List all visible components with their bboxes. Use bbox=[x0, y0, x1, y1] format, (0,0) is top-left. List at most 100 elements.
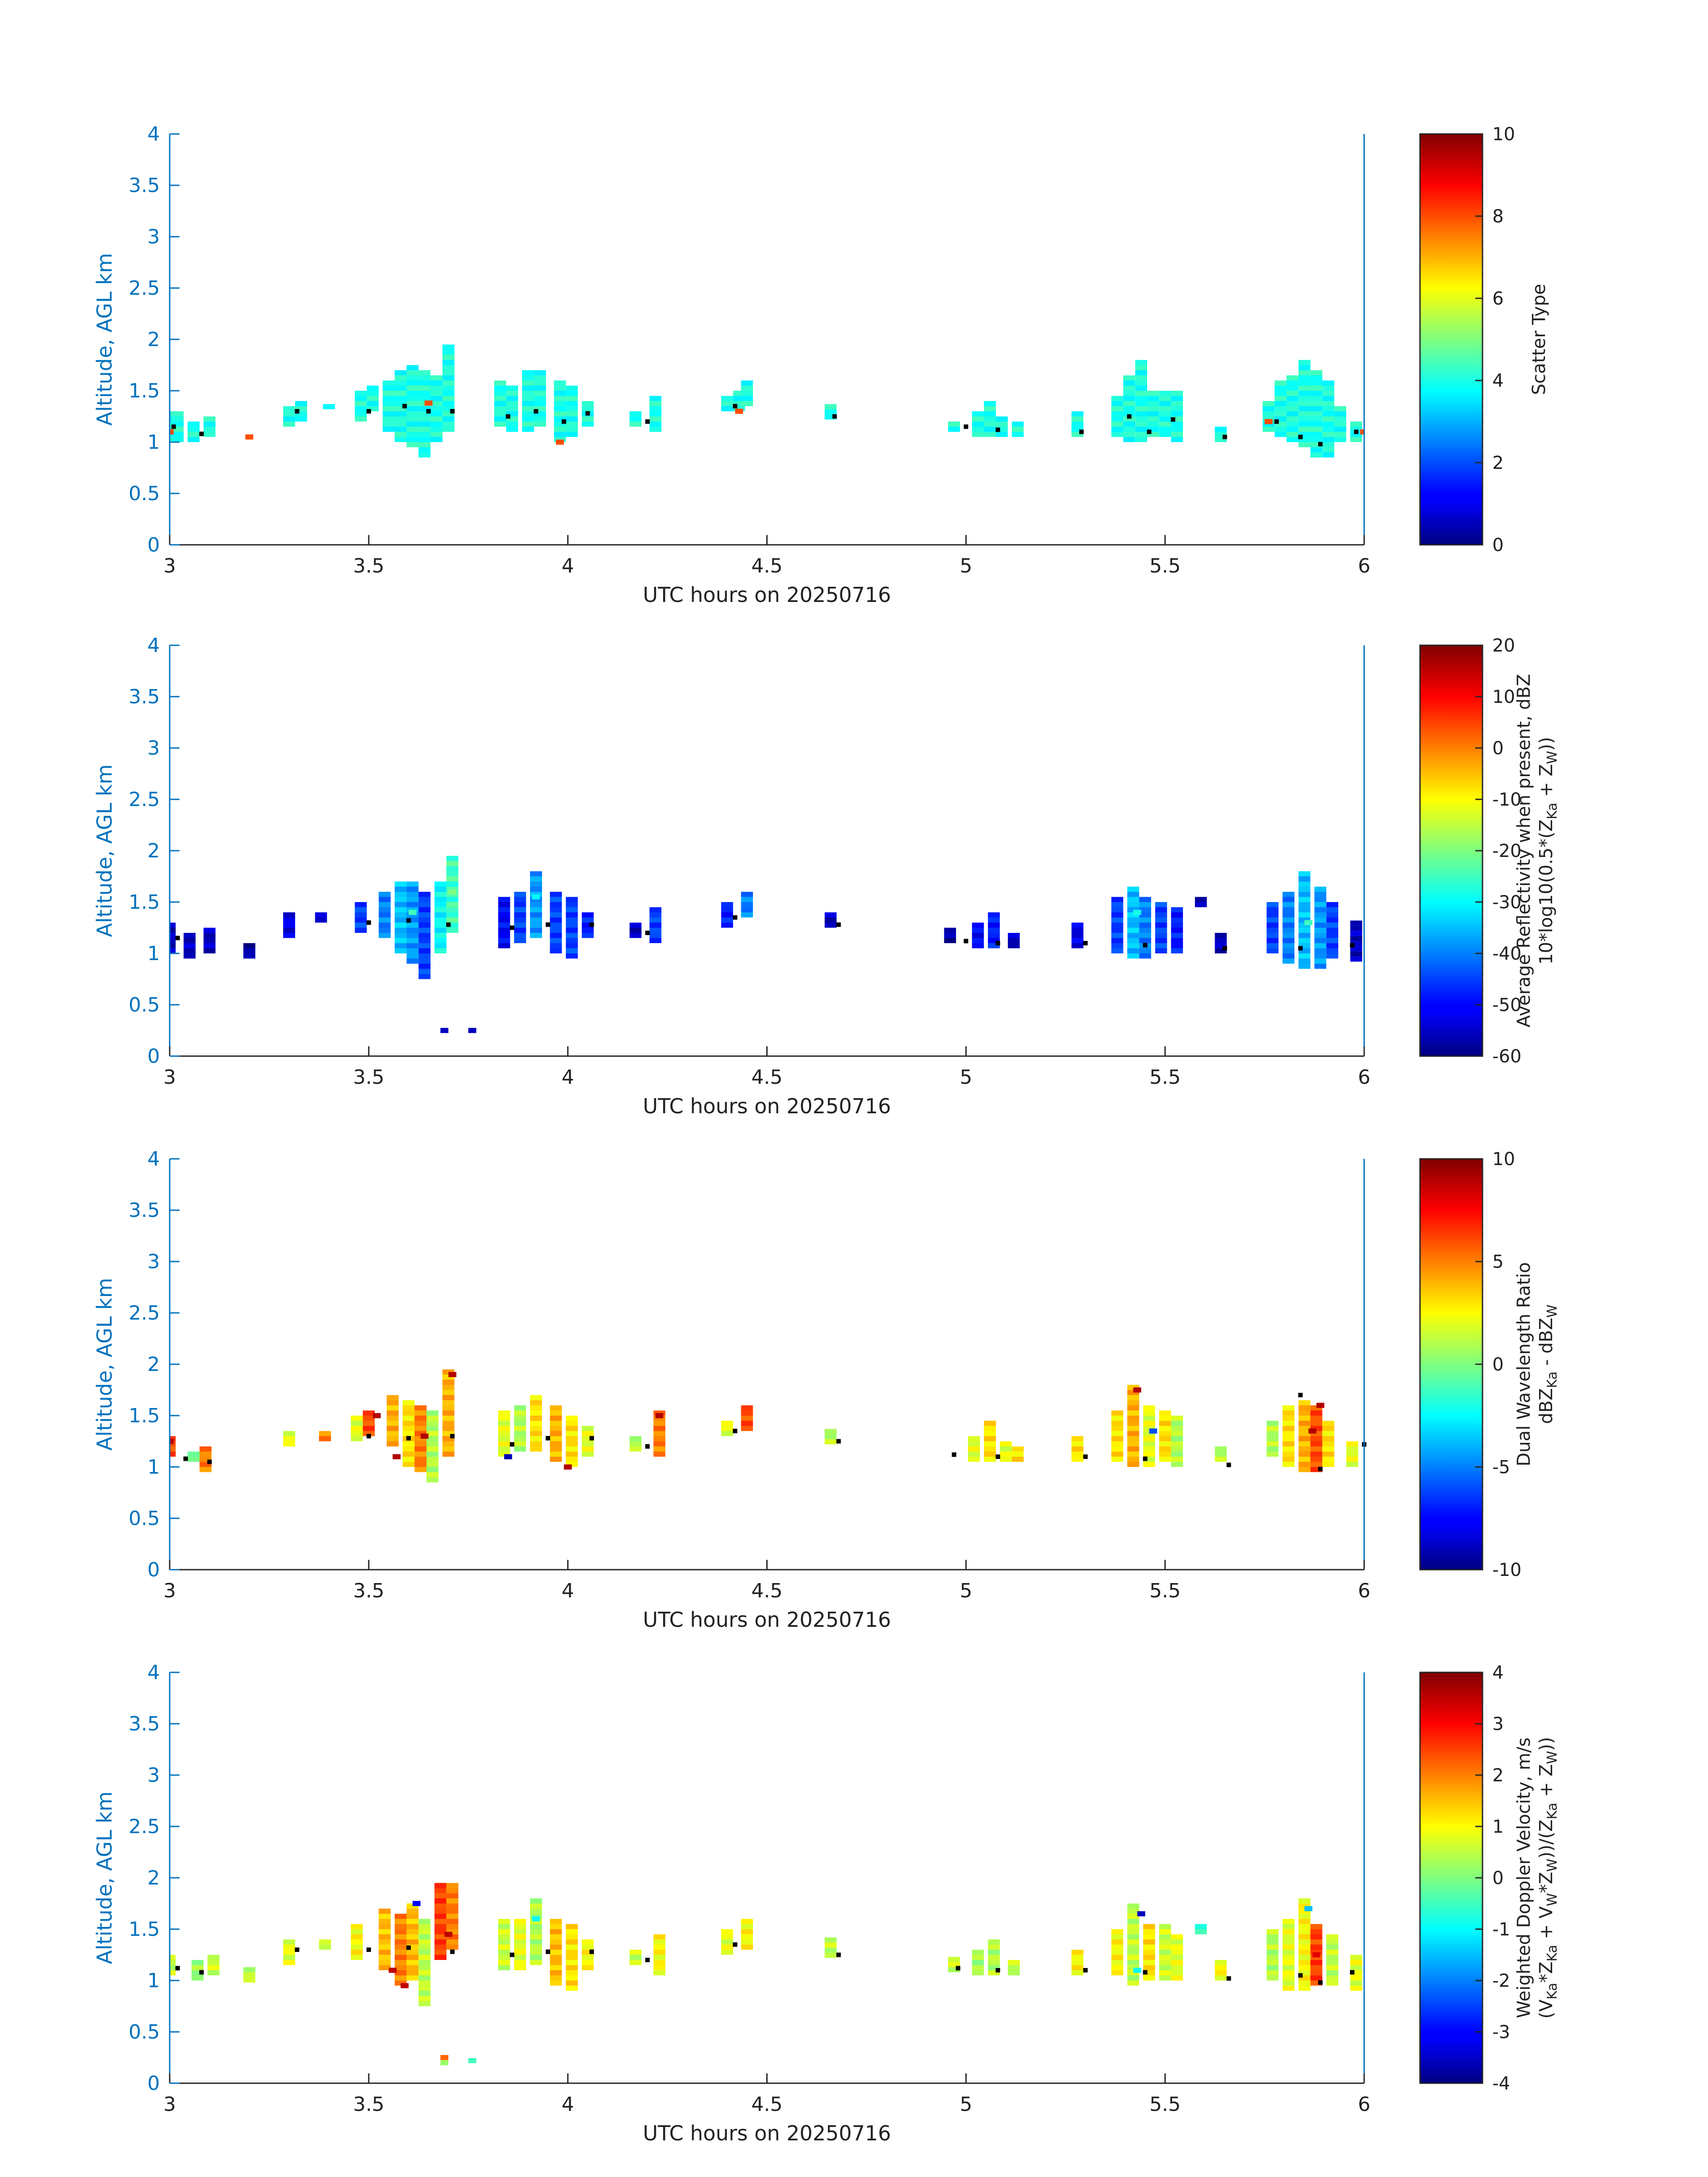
data-cell bbox=[406, 1934, 419, 1939]
data-cell bbox=[566, 385, 578, 391]
data-cell bbox=[1000, 1446, 1012, 1452]
data-cell bbox=[406, 907, 419, 912]
data-cell bbox=[1011, 422, 1024, 427]
data-cell bbox=[1111, 411, 1123, 417]
data-cell bbox=[1298, 1903, 1311, 1909]
data-cell bbox=[498, 1919, 510, 1924]
data-cell bbox=[446, 1909, 459, 1914]
cloud-base-dot bbox=[175, 1966, 180, 1971]
data-cell bbox=[434, 1919, 447, 1924]
data-cell bbox=[581, 1944, 594, 1950]
cloud-base-dot bbox=[509, 1442, 514, 1447]
data-cell bbox=[1350, 426, 1362, 432]
data-cell bbox=[283, 416, 295, 422]
data-cell bbox=[498, 912, 510, 918]
data-cell bbox=[1266, 1939, 1279, 1945]
data-cell bbox=[1298, 442, 1311, 447]
data-cell bbox=[1127, 1981, 1140, 1986]
data-cell bbox=[1111, 1426, 1123, 1431]
colorbar-tick-label: 4 bbox=[1492, 371, 1503, 391]
data-cell bbox=[418, 964, 431, 969]
data-cell bbox=[566, 422, 578, 427]
data-cell bbox=[406, 401, 419, 406]
data-cell bbox=[1298, 943, 1311, 949]
cloud-base-dot bbox=[645, 1958, 650, 1962]
data-cell bbox=[1298, 370, 1311, 376]
data-cell bbox=[1195, 902, 1207, 907]
data-cell bbox=[1322, 1462, 1335, 1467]
data-cell bbox=[418, 396, 431, 401]
data-cell bbox=[741, 1944, 753, 1950]
data-cell bbox=[1127, 1924, 1140, 1929]
colorbar-tick-label: -10 bbox=[1492, 1560, 1521, 1580]
data-cell bbox=[649, 907, 662, 912]
colorbar-label: Weighted Doppler Velocity, m/s bbox=[1514, 1738, 1534, 2018]
data-cell bbox=[530, 928, 542, 933]
x-tick-label: 4.5 bbox=[752, 2093, 783, 2116]
data-cell bbox=[554, 432, 566, 437]
data-cell bbox=[581, 1950, 594, 1955]
data-cell bbox=[1298, 964, 1311, 969]
data-cell bbox=[406, 391, 419, 396]
data-cell bbox=[550, 1975, 562, 1981]
data-cell bbox=[514, 1426, 526, 1431]
data-cell bbox=[1000, 1457, 1012, 1462]
data-cell bbox=[1266, 1441, 1279, 1446]
y-tick-label: 2.5 bbox=[129, 1302, 160, 1325]
data-cell bbox=[1310, 1939, 1323, 1945]
data-cell bbox=[1286, 416, 1299, 422]
data-cell bbox=[1123, 422, 1136, 427]
data-cell bbox=[1147, 426, 1159, 432]
data-cell bbox=[1266, 1950, 1279, 1955]
data-cell bbox=[1071, 1970, 1084, 1976]
x-tick-label: 4.5 bbox=[752, 1066, 783, 1089]
data-cell bbox=[514, 1934, 526, 1939]
data-cell bbox=[1310, 1965, 1323, 1970]
data-cell bbox=[1171, 1934, 1183, 1939]
data-cell bbox=[414, 1462, 427, 1467]
y-axis-label: Altitude, AGL km bbox=[92, 764, 117, 937]
data-cell bbox=[394, 886, 407, 892]
data-cell bbox=[972, 928, 984, 933]
data-cell bbox=[1310, 432, 1323, 437]
data-cell bbox=[581, 912, 594, 918]
data-cell bbox=[1143, 1924, 1155, 1929]
data-cell bbox=[1127, 953, 1140, 959]
cloud-base-dot bbox=[1083, 941, 1088, 945]
data-cell bbox=[514, 1436, 526, 1442]
data-cell bbox=[566, 1950, 578, 1955]
data-cell bbox=[402, 1426, 415, 1431]
data-cell bbox=[1326, 912, 1338, 918]
data-cell bbox=[1111, 948, 1123, 953]
data-cell bbox=[1139, 948, 1151, 953]
data-cell bbox=[1159, 426, 1171, 432]
data-cell bbox=[283, 1955, 295, 1960]
data-cell bbox=[283, 923, 295, 928]
data-cell bbox=[1282, 912, 1295, 918]
data-cell bbox=[283, 928, 295, 933]
data-cell bbox=[581, 422, 594, 427]
data-cell bbox=[1286, 422, 1299, 427]
data-cell bbox=[741, 912, 753, 918]
data-cell bbox=[388, 1968, 397, 1973]
data-cell bbox=[1266, 1965, 1279, 1970]
data-cell bbox=[566, 396, 578, 401]
data-cell bbox=[1143, 1934, 1155, 1939]
data-cell bbox=[566, 432, 578, 437]
data-cell bbox=[394, 1924, 407, 1929]
data-cell bbox=[1266, 1431, 1279, 1436]
data-cell bbox=[554, 411, 566, 417]
x-tick-label: 6 bbox=[1358, 1579, 1370, 1602]
data-cell bbox=[988, 912, 1000, 918]
data-cell bbox=[581, 933, 594, 938]
data-cell bbox=[203, 933, 216, 938]
data-cell bbox=[984, 432, 996, 437]
data-cell bbox=[1282, 1950, 1295, 1955]
data-cell bbox=[418, 1950, 431, 1955]
data-cell bbox=[1310, 1416, 1323, 1421]
data-cell bbox=[192, 1965, 204, 1970]
data-cell bbox=[442, 380, 455, 386]
data-cell bbox=[550, 1970, 562, 1976]
data-cell bbox=[1298, 1944, 1311, 1950]
